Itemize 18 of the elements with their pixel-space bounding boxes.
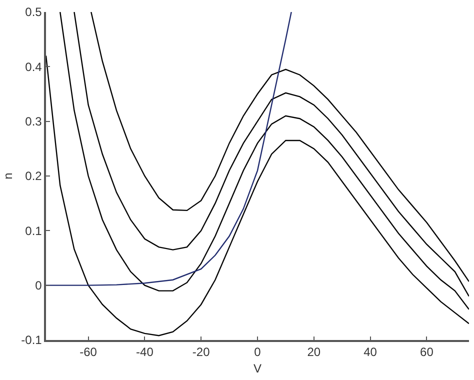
y-tick-label: 0.5 bbox=[25, 5, 42, 20]
y-tick-label: 0.2 bbox=[25, 169, 42, 184]
x-tick-label: -60 bbox=[80, 345, 98, 360]
y-tick-label: 0.1 bbox=[25, 224, 42, 238]
x-tick-label: -40 bbox=[136, 345, 154, 360]
x-tick-label: 20 bbox=[307, 345, 321, 360]
y-tick-label: 0.3 bbox=[25, 114, 42, 129]
x-axis-title: V bbox=[253, 362, 262, 376]
y-axis-title: n bbox=[0, 172, 15, 180]
x-tick-label: 0 bbox=[254, 345, 262, 360]
y-tick-label: -0.1 bbox=[21, 333, 42, 348]
x-tick-label: 40 bbox=[364, 345, 378, 360]
line-series bbox=[46, 12, 292, 286]
y-tick-label: 0 bbox=[35, 278, 42, 293]
y-tick-label: 0.4 bbox=[25, 60, 42, 74]
line-series bbox=[46, 55, 469, 336]
x-tick-label: 60 bbox=[420, 345, 434, 360]
x-tick-label: -20 bbox=[192, 345, 210, 360]
